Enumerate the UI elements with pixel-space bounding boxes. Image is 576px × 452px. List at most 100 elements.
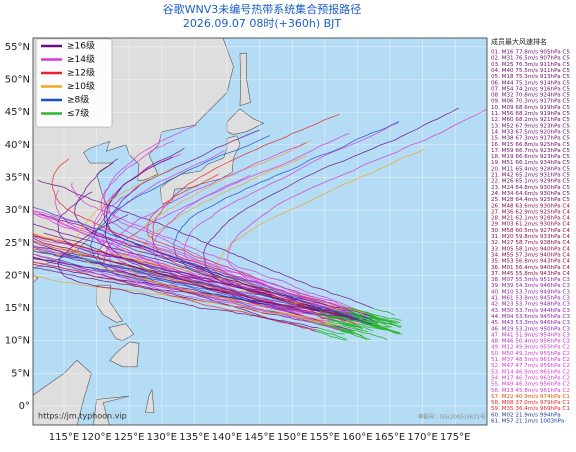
subtitle: 2026.09.07 08时(+360h) BJT [183, 17, 342, 30]
ranking-row: 06. M44 75.1m/s 914hPa C5 [491, 80, 570, 86]
lat-label: 30°N [5, 205, 30, 216]
lat-label: 55°N [5, 42, 30, 53]
ranking-row: 11. M56 68.2m/s 919hPa C5 [491, 111, 570, 117]
track [43, 232, 342, 324]
track-early [313, 312, 347, 318]
ranking-row: 33. M05 58.1m/s 940hPa C4 [491, 246, 570, 252]
track-early [351, 307, 375, 316]
lat-label: 0° [19, 401, 30, 412]
ranking-row: 21. M42 65.2m/s 931hPa C5 [491, 173, 570, 179]
track-early [342, 330, 368, 341]
ranking-row: 17. M59 66.7m/s 923hPa C5 [491, 148, 570, 154]
legend-label: ≥16级 [67, 40, 95, 52]
lon-label: 160°E [342, 432, 372, 443]
track-early [315, 331, 346, 341]
landmass [93, 395, 130, 425]
track-early [348, 310, 377, 324]
lon-label: 115°E [49, 432, 79, 443]
title: 谷歌WNV3未编号热带系统集合预报路径 [163, 2, 362, 16]
ranking-row: 23. M24 64.8m/s 930hPa C5 [491, 185, 570, 191]
track [226, 109, 487, 314]
lon-label: 175°E [440, 432, 470, 443]
ranking-row: 47. M41 51.9m/s 954hPa C3 [491, 332, 570, 338]
ranking-row: 56. M13 45.8m/s 961hPa C2 [491, 388, 570, 394]
track [33, 257, 359, 321]
track [33, 206, 373, 325]
ranking-row: 09. M06 70.3m/s 917hPa C5 [491, 99, 570, 105]
ranking-row: 20. M11 65.4m/s 928hPa C5 [491, 166, 570, 172]
tracks [33, 107, 487, 341]
legend-label: ≥8级 [67, 94, 89, 106]
ranking-row: 02. M31 76.5m/s 907hPa C5 [491, 56, 570, 62]
lon-label: 140°E [212, 432, 242, 443]
ranking-row: 12. M60 68.2m/s 921hPa C5 [491, 117, 570, 123]
legend: ≥16级≥14级 ≥12级≥10级 ≥8级≤7级 [41, 40, 95, 119]
lat-label: 10°N [5, 336, 30, 347]
ranking-row: 27. M36 62.9m/s 925hPa C4 [491, 209, 570, 215]
lon-label: 135°E [179, 432, 209, 443]
ranking-row: 53. M14 46.9m/s 965hPa C2 [491, 369, 570, 375]
track-early [350, 329, 388, 341]
ranking-row: 39. M39 54.3m/s 946hPa C3 [491, 283, 570, 289]
track-early [371, 315, 401, 324]
landmass [226, 108, 265, 135]
lat-label: 35°N [5, 172, 30, 183]
url: https://jm.typhoon.vip [38, 412, 127, 421]
lat-label: 50°N [5, 75, 30, 86]
track-early [346, 320, 374, 332]
ranking-row: 50. M50 49.1m/s 955hPa C2 [491, 351, 570, 357]
ranking-row: 35. M53 56.8m/s 943hPa C4 [491, 259, 570, 265]
track [33, 210, 352, 309]
ranking-row: 58. M08 37.0m/s 979hPa C1 [491, 400, 570, 406]
ranking-title: 成员最大风速排名 [491, 37, 547, 46]
ranking-row: 41. M61 53.8m/s 945hPa C3 [491, 296, 570, 302]
ranking-row: 24. M34 64.6m/s 930hPa C5 [491, 191, 570, 197]
landmass [33, 274, 39, 284]
ranking-row: 60. M02 21.9m/s 994hPa [491, 412, 561, 418]
ranking-row: 44. M04 53.6m/s 945hPa C3 [491, 314, 570, 320]
ranking-row: 38. M07 55.5m/s 951hPa C3 [491, 277, 570, 283]
ranking-row: 34. M55 57.3m/s 940hPa C4 [491, 252, 570, 258]
ranking-row: 48. M46 50.4m/s 956hPa C3 [491, 339, 570, 345]
ranking-row: 31. M20 59.8m/s 933hPa C4 [491, 234, 570, 240]
track [73, 167, 339, 327]
ranking-row: 01. M16 77.8m/s 905hPa C5 [491, 50, 570, 56]
track [137, 155, 366, 313]
legend-label: ≥14级 [67, 53, 95, 65]
track [39, 213, 361, 322]
lat-label: 15°N [5, 303, 30, 314]
ranking-row: 05. M18 75.3m/s 913hPa C5 [491, 74, 570, 80]
ranking-row: 57. M22 40.9m/s 974hPa C1 [491, 394, 570, 400]
track [74, 158, 372, 325]
landmass [109, 341, 140, 368]
track-early [353, 316, 381, 327]
map-frame [32, 37, 488, 426]
lat-label: 25°N [5, 238, 30, 249]
lon-label: 165°E [375, 432, 405, 443]
ranking-row: 28. M21 62.1m/s 928hPa C4 [491, 216, 570, 222]
track-early [317, 329, 348, 341]
ranking-row: 46. M29 53.2m/s 950hPa C3 [491, 326, 570, 332]
track [51, 158, 324, 316]
track-early [338, 329, 363, 336]
landmass [145, 388, 155, 413]
ranking-row: 03. M25 76.3m/s 911hPa C5 [491, 62, 570, 68]
legend-label: ≤7级 [67, 107, 89, 119]
ranking-row: 16. M15 66.8m/s 925hPa C5 [491, 142, 570, 148]
ranking-row: 55. M49 46.3m/s 956hPa C2 [491, 382, 570, 388]
track [33, 235, 320, 312]
track-early [323, 314, 348, 327]
ranking-row: 18. M19 66.6m/s 923hPa C5 [491, 154, 570, 160]
track [37, 179, 373, 309]
track [33, 253, 340, 331]
lat-label: 5°N [11, 368, 30, 379]
track [33, 256, 319, 325]
ranking-row: 54. M17 46.7m/s 962hPa C2 [491, 375, 570, 381]
ranking-row: 04. M40 75.5m/s 911hPa C5 [491, 68, 570, 74]
ranking-row: 30. M58 60.5m/s 927hPa C4 [491, 228, 570, 234]
ranking-row: 61. M57 21.1m/s 1003hPa [491, 419, 564, 425]
track [33, 250, 374, 321]
ranking-row: 29. M03 61.2m/s 930hPa C4 [491, 222, 570, 228]
